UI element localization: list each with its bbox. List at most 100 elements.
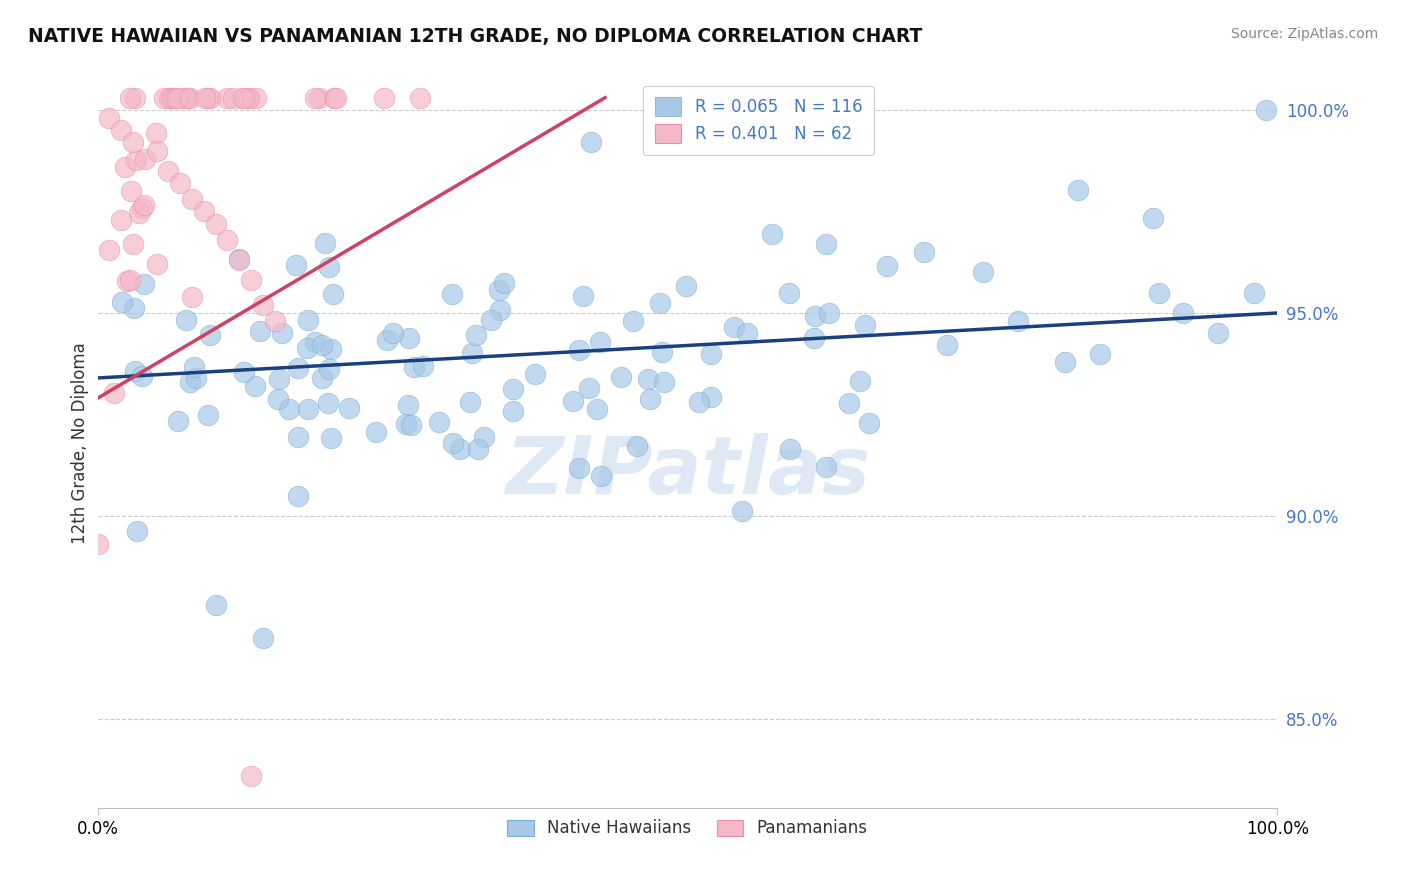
Point <box>295 341 318 355</box>
Point <box>194 91 217 105</box>
Point <box>1067 183 1090 197</box>
Point <box>699 390 721 404</box>
Point <box>441 286 464 301</box>
Y-axis label: 12th Grade, No Diploma: 12th Grade, No Diploma <box>72 342 89 544</box>
Point <box>249 324 271 338</box>
Point <box>396 398 419 412</box>
Point <box>427 415 450 429</box>
Point <box>651 345 673 359</box>
Point <box>269 372 291 386</box>
Point <box>160 91 183 105</box>
Point <box>876 260 898 274</box>
Point <box>1243 285 1265 300</box>
Point <box>124 91 146 105</box>
Point <box>193 204 215 219</box>
Point <box>277 402 299 417</box>
Point <box>134 277 156 292</box>
Point <box>1149 285 1171 300</box>
Point <box>184 370 207 384</box>
Point <box>98 243 121 257</box>
Point <box>626 439 648 453</box>
Point <box>166 91 188 105</box>
Point <box>110 212 132 227</box>
Point <box>157 164 180 178</box>
Point <box>637 372 659 386</box>
Point <box>308 91 330 105</box>
Point <box>87 537 110 551</box>
Point <box>502 382 524 396</box>
Point <box>567 343 589 358</box>
Point <box>316 396 339 410</box>
Point <box>323 91 346 105</box>
Point <box>183 360 205 375</box>
Point <box>621 314 644 328</box>
Point <box>198 328 221 343</box>
Point <box>122 301 145 315</box>
Point <box>125 153 148 168</box>
Point <box>287 430 309 444</box>
Point <box>502 404 524 418</box>
Point <box>239 769 262 783</box>
Point <box>131 201 153 215</box>
Point <box>228 252 250 266</box>
Point <box>572 288 595 302</box>
Point <box>266 392 288 406</box>
Point <box>131 369 153 384</box>
Point <box>814 459 837 474</box>
Point <box>110 123 132 137</box>
Point <box>304 334 326 349</box>
Point <box>245 91 267 105</box>
Point <box>972 265 994 279</box>
Point <box>314 235 336 250</box>
Point <box>197 408 219 422</box>
Point <box>467 442 489 456</box>
Point <box>650 295 672 310</box>
Point <box>297 402 319 417</box>
Point <box>311 371 333 385</box>
Point <box>381 326 404 341</box>
Point <box>128 206 150 220</box>
Point <box>652 375 675 389</box>
Point <box>217 233 239 247</box>
Point <box>398 331 420 345</box>
Point <box>492 277 515 291</box>
Point <box>252 298 274 312</box>
Point <box>1171 306 1194 320</box>
Point <box>318 260 340 274</box>
Point <box>561 394 583 409</box>
Point <box>322 286 344 301</box>
Point <box>319 431 342 445</box>
Point <box>111 294 134 309</box>
Point <box>610 370 633 384</box>
Text: Source: ZipAtlas.com: Source: ZipAtlas.com <box>1230 27 1378 41</box>
Point <box>132 198 155 212</box>
Point <box>441 436 464 450</box>
Point <box>157 91 180 105</box>
Point <box>1254 103 1277 117</box>
Point <box>700 346 723 360</box>
Point <box>236 91 259 105</box>
Point <box>675 279 697 293</box>
Point <box>489 302 512 317</box>
Point <box>118 91 141 105</box>
Point <box>174 312 197 326</box>
Point <box>311 338 333 352</box>
Point <box>578 381 600 395</box>
Text: ZIPatlas: ZIPatlas <box>505 434 870 511</box>
Point <box>586 402 609 417</box>
Point <box>270 326 292 341</box>
Point <box>124 364 146 378</box>
Point <box>233 365 256 379</box>
Point <box>803 331 825 345</box>
Point <box>731 504 754 518</box>
Point <box>458 395 481 409</box>
Point <box>245 378 267 392</box>
Point <box>373 91 395 105</box>
Text: NATIVE HAWAIIAN VS PANAMANIAN 12TH GRADE, NO DIPLOMA CORRELATION CHART: NATIVE HAWAIIAN VS PANAMANIAN 12TH GRADE… <box>28 27 922 45</box>
Point <box>228 253 250 268</box>
Point <box>287 361 309 376</box>
Point <box>181 290 204 304</box>
Point <box>589 334 612 349</box>
Point <box>179 91 201 105</box>
Point <box>165 91 187 105</box>
